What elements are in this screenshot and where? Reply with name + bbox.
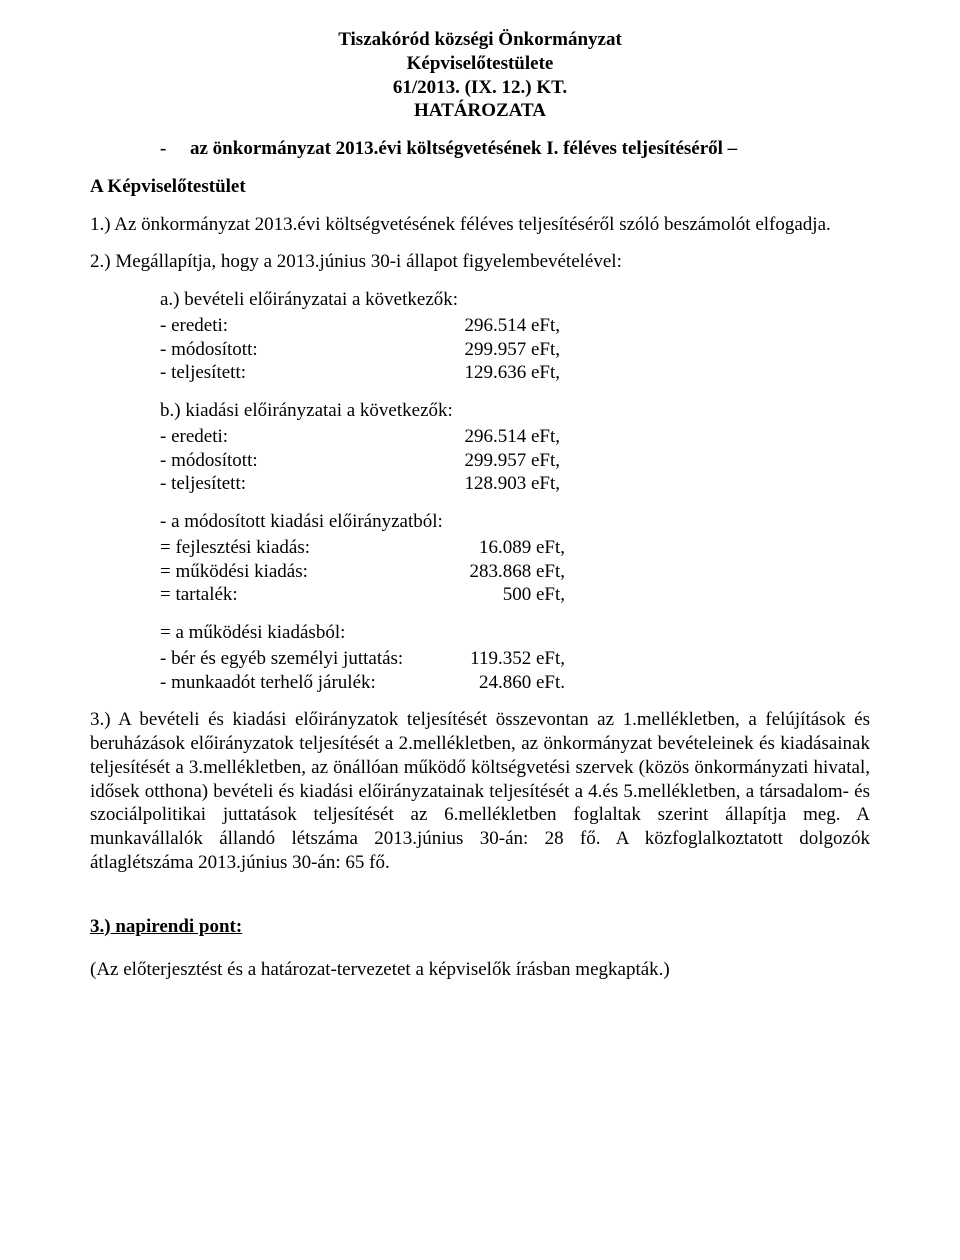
header-line-2: Képviselőtestülete	[90, 52, 870, 76]
row-label: = fejlesztési kiadás:	[160, 536, 460, 560]
list-item: - eredeti: 296.514 eFt,	[160, 425, 870, 449]
list-item: = fejlesztési kiadás: 16.089 eFt,	[160, 536, 870, 560]
list-item: - teljesített: 129.636 eFt,	[160, 361, 870, 385]
block-a-lead: a.) bevételi előirányzatai a következők:	[160, 288, 870, 312]
document-header: Tiszakóród községi Önkormányzat Képvisel…	[90, 28, 870, 123]
block-a: a.) bevételi előirányzatai a következők:…	[160, 288, 870, 385]
block-b: b.) kiadási előirányzatai a következők: …	[160, 399, 870, 496]
agenda-heading: 3.) napirendi pont:	[90, 915, 870, 939]
list-item: - módosított: 299.957 eFt,	[160, 338, 870, 362]
list-item: = működési kiadás: 283.868 eFt,	[160, 560, 870, 584]
row-value: 296.514 eFt,	[450, 425, 560, 449]
subject-text: az önkormányzat 2013.évi költségvetéséne…	[190, 137, 737, 161]
row-value: 24.860 eFt.	[460, 671, 565, 695]
row-value: 296.514 eFt,	[450, 314, 560, 338]
row-value: 128.903 eFt,	[450, 472, 560, 496]
paragraph-1: 1.) Az önkormányzat 2013.évi költségveté…	[90, 213, 870, 237]
block-c-lead: - a módosított kiadási előirányzatból:	[160, 510, 870, 534]
row-label: = működési kiadás:	[160, 560, 460, 584]
header-line-4: HATÁROZATA	[90, 99, 870, 123]
lead-text: A Képviselőtestület	[90, 175, 870, 199]
list-item: - eredeti: 296.514 eFt,	[160, 314, 870, 338]
row-label: - munkaadót terhelő járulék:	[160, 671, 460, 695]
row-value: 500 eFt,	[460, 583, 565, 607]
row-label: - eredeti:	[160, 425, 450, 449]
row-value: 299.957 eFt,	[450, 449, 560, 473]
row-value: 119.352 eFt,	[460, 647, 565, 671]
paragraph-2: 2.) Megállapítja, hogy a 2013.június 30-…	[90, 250, 870, 274]
list-item: - bér és egyéb személyi juttatás: 119.35…	[160, 647, 870, 671]
block-d: = a működési kiadásból: - bér és egyéb s…	[160, 621, 870, 694]
list-item: - módosított: 299.957 eFt,	[160, 449, 870, 473]
row-label: - teljesített:	[160, 361, 450, 385]
row-value: 129.636 eFt,	[450, 361, 560, 385]
row-label: - módosított:	[160, 449, 450, 473]
row-label: - bér és egyéb személyi juttatás:	[160, 647, 460, 671]
list-item: - teljesített: 128.903 eFt,	[160, 472, 870, 496]
block-d-lead: = a működési kiadásból:	[160, 621, 870, 645]
header-line-3: 61/2013. (IX. 12.) KT.	[90, 76, 870, 100]
header-line-1: Tiszakóród községi Önkormányzat	[90, 28, 870, 52]
dash-icon: -	[160, 137, 190, 161]
row-label: - eredeti:	[160, 314, 450, 338]
paragraph-3: 3.) A bevételi és kiadási előirányzatok …	[90, 708, 870, 874]
row-value: 16.089 eFt,	[460, 536, 565, 560]
row-label: - teljesített:	[160, 472, 450, 496]
closing-text: (Az előterjesztést és a határozat-tervez…	[90, 958, 870, 982]
list-item: = tartalék: 500 eFt,	[160, 583, 870, 607]
row-value: 299.957 eFt,	[450, 338, 560, 362]
block-b-lead: b.) kiadási előirányzatai a következők:	[160, 399, 870, 423]
row-label: - módosított:	[160, 338, 450, 362]
row-value: 283.868 eFt,	[460, 560, 565, 584]
subject-line: - az önkormányzat 2013.évi költségvetésé…	[160, 137, 870, 161]
block-c: - a módosított kiadási előirányzatból: =…	[160, 510, 870, 607]
row-label: = tartalék:	[160, 583, 460, 607]
list-item: - munkaadót terhelő járulék: 24.860 eFt.	[160, 671, 870, 695]
